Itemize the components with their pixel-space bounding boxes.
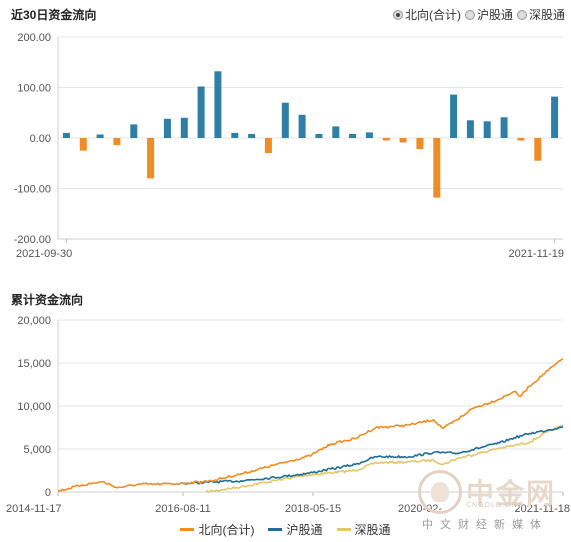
watermark-brand: 中金网 — [466, 477, 557, 510]
watermark-tagline: 中文财经新媒体 — [422, 518, 548, 531]
line-y-tick-label: 15,000 — [17, 358, 51, 370]
flow-bar — [147, 138, 155, 179]
flow-bar — [551, 96, 559, 138]
flow-bar — [332, 126, 340, 138]
radio-shanghai-label: 沪股通 — [476, 8, 513, 22]
cumulative-title: 累计资金流向 — [11, 293, 84, 307]
flow-bar — [231, 132, 239, 138]
flow-bar — [214, 71, 222, 138]
radio-north-label: 北向(合计) — [404, 8, 461, 22]
legend-label: 深股通 — [354, 523, 391, 537]
bar-y-tick-label: -200.00 — [14, 234, 51, 246]
watermark-logo-icon — [418, 470, 462, 514]
bar-y-tick-label: 0.00 — [30, 133, 51, 145]
line-x-tick-label: 2018-05-15 — [285, 503, 341, 515]
bar-y-tick-label: 200.00 — [17, 32, 51, 44]
radio-shanghai[interactable]: 沪股通 — [464, 6, 513, 23]
flow-bar — [315, 134, 323, 138]
legend-label: 沪股通 — [286, 523, 323, 537]
watermark: 中金网 CNGOLD.ORG 中文财经新媒体 — [418, 470, 568, 534]
line-x-tick-label: 2021-11-18 — [515, 503, 570, 515]
flow-bar — [416, 138, 424, 150]
line-legend: 北向(合计) 沪股通 深股通 — [0, 521, 571, 538]
flow-bar — [534, 138, 542, 161]
legend-item-shenzhen[interactable]: 深股通 — [336, 521, 391, 538]
flow-bar — [399, 138, 407, 143]
flow-bar — [79, 138, 87, 151]
flow-bar — [248, 134, 256, 138]
line-x-tick-label: 2014-11-17 — [6, 503, 61, 515]
radio-unselected-icon[interactable] — [464, 9, 475, 20]
flow-bar — [382, 138, 390, 141]
flow-bar — [365, 132, 373, 138]
line-y-tick-label: 5,000 — [23, 444, 51, 456]
flow-bar — [130, 124, 138, 138]
flow-bar — [281, 102, 289, 138]
line-y-tick-label: 0 — [45, 487, 51, 499]
flow-bar — [163, 118, 171, 138]
flow-bar — [500, 117, 508, 138]
series-line-north — [57, 358, 564, 493]
flow-bar — [298, 114, 306, 138]
series-selector: 北向(合计) 沪股通 深股通 — [392, 6, 565, 23]
watermark-domain: CNGOLD.ORG — [466, 502, 524, 509]
series-line-shanghai — [182, 425, 564, 486]
flow-bar — [113, 138, 121, 146]
flow-bar — [466, 120, 474, 138]
radio-north[interactable]: 北向(合计) — [392, 6, 461, 23]
bar-y-tick-label: -100.00 — [14, 184, 51, 196]
radio-selected-icon[interactable] — [392, 9, 403, 20]
bar-x-tick-label: 2021-09-30 — [16, 248, 72, 260]
flow-bar — [62, 132, 70, 138]
legend-swatch — [336, 528, 351, 531]
flow-bar — [264, 138, 272, 154]
flow-bar — [450, 94, 458, 138]
legend-swatch — [180, 528, 195, 531]
radio-shenzhen-label: 深股通 — [528, 8, 565, 22]
legend-item-north[interactable]: 北向(合计) — [180, 521, 254, 538]
recent-30d-title: 近30日资金流向 — [11, 8, 97, 22]
radio-shenzhen[interactable]: 深股通 — [516, 6, 565, 23]
bar-y-tick-label: 100.00 — [17, 83, 51, 95]
flow-bar — [180, 117, 188, 138]
legend-item-shanghai[interactable]: 沪股通 — [268, 521, 323, 538]
legend-swatch — [268, 528, 283, 531]
flow-bar — [96, 134, 104, 138]
flow-bar — [517, 138, 525, 141]
line-y-tick-label: 10,000 — [17, 401, 51, 413]
bar-x-tick-label: 2021-11-19 — [509, 248, 564, 260]
flow-bar — [483, 121, 491, 138]
flow-bar — [433, 138, 441, 198]
series-line-shenzhen — [205, 424, 563, 494]
legend-label: 北向(合计) — [198, 523, 255, 537]
flow-bar — [197, 86, 205, 138]
line-y-tick-label: 20,000 — [17, 315, 51, 327]
radio-unselected-icon[interactable] — [516, 9, 527, 20]
line-x-tick-label: 2016-08-11 — [155, 503, 210, 515]
flow-bar — [349, 134, 357, 138]
